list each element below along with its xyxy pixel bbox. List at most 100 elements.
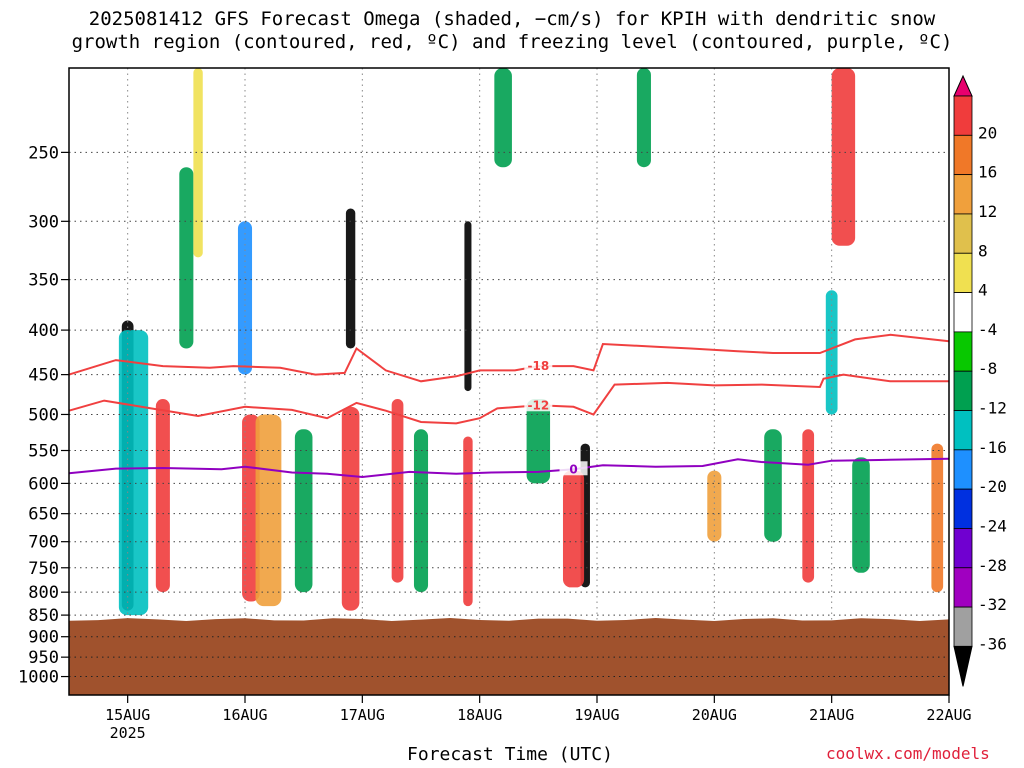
y-tick-label-650: 650 xyxy=(28,505,59,525)
contour-label-bg-1 xyxy=(524,397,553,412)
colorbar-swatch-14 xyxy=(953,606,973,647)
omega-cell-21 xyxy=(764,429,782,542)
colorbar-label-5: -4 xyxy=(978,320,997,339)
contour-line-1 xyxy=(68,373,949,425)
x-tick-label-17AUG: 17AUG xyxy=(340,706,385,724)
colorbar-swatch-9 xyxy=(953,410,973,451)
y-tick-label-450: 450 xyxy=(28,366,59,386)
credit-text: coolwx.com/models xyxy=(826,744,990,763)
y-tick-label-300: 300 xyxy=(28,212,59,232)
y-tick-label-550: 550 xyxy=(28,442,59,462)
omega-cell-3 xyxy=(179,167,194,349)
x-tick-label-20AUG: 20AUG xyxy=(692,706,737,724)
colorbar-label-3: 8 xyxy=(978,241,988,260)
omega-cell-15 xyxy=(494,68,512,168)
colorbar-label-1: 16 xyxy=(978,163,997,182)
colorbar-swatch-13 xyxy=(953,567,973,608)
colorbar-swatch-7 xyxy=(953,331,973,372)
colorbar-label-4: 4 xyxy=(978,281,988,300)
colorbar-swatch-12 xyxy=(953,528,973,569)
colorbar-label-8: -16 xyxy=(978,438,1007,457)
contour-line-2 xyxy=(68,457,950,479)
omega-cell-22 xyxy=(802,429,815,583)
x-tick-label-16AUG: 16AUG xyxy=(222,706,267,724)
contour-label-0: -18 xyxy=(527,359,549,373)
colorbar-arrow-top xyxy=(953,74,973,97)
colorbar-swatch-11 xyxy=(953,488,973,529)
x-axis: 15AUG 16AUG 17AUG 18AUG 19AUG 20AUG 21AUG 22AUG… xyxy=(105,695,972,742)
colorbar-swatch-8 xyxy=(953,370,973,411)
chart-title-line-1: 2025081412 GFS Forecast Omega (shaded, −… xyxy=(88,8,936,30)
colorbar-label-12: -32 xyxy=(978,595,1007,614)
contour-line-0 xyxy=(68,333,950,383)
x-tick-label-22AUG: 22AUG xyxy=(926,706,971,724)
contour-label-2: 0 xyxy=(569,462,577,476)
plot-frame xyxy=(68,67,950,696)
x-tick-label-18AUG: 18AUG xyxy=(457,706,502,724)
contour-label-bg-2 xyxy=(559,461,588,476)
x-tick-label-21AUG: 21AUG xyxy=(809,706,854,724)
colorbar: 20 16 12 8 4 -4 -8 -12 -16 -20 -24 -28 -32 -36 xyxy=(953,74,1007,687)
omega-cell-25 xyxy=(852,457,870,573)
omega-cell-8 xyxy=(294,429,313,593)
colorbar-swatch-6 xyxy=(953,292,973,333)
omega-cell-7 xyxy=(255,414,282,607)
omega-cell-18 xyxy=(562,470,585,588)
omega-cell-1 xyxy=(118,330,149,616)
colorbar-label-2: 12 xyxy=(978,202,997,221)
colorbar-label-11: -28 xyxy=(978,556,1007,575)
colorbar-label-0: 20 xyxy=(978,123,997,142)
colorbar-label-10: -24 xyxy=(978,516,1007,535)
omega-cell-13 xyxy=(464,221,472,392)
omega-cell-16 xyxy=(526,399,551,484)
y-tick-label-400: 400 xyxy=(28,321,59,341)
y-tick-label-900: 900 xyxy=(28,628,59,648)
colorbar-label-7: -12 xyxy=(978,399,1007,418)
omega-cell-24 xyxy=(825,290,838,415)
y-tick-label-350: 350 xyxy=(28,271,59,291)
omega-cell-23 xyxy=(831,68,856,246)
colorbar-swatch-5 xyxy=(953,252,973,293)
y-tick-label-750: 750 xyxy=(28,559,59,579)
omega-cell-20 xyxy=(707,470,722,542)
x-tick-label-19AUG: 19AUG xyxy=(574,706,619,724)
contour-lines: -18 -12 0 xyxy=(68,333,950,479)
colorbar-swatch-1 xyxy=(953,95,973,136)
terrain-fill xyxy=(69,618,949,695)
omega-cell-6 xyxy=(242,414,260,602)
omega-cell-12 xyxy=(413,429,429,593)
x-year-label: 2025 xyxy=(110,724,146,742)
omega-cell-9 xyxy=(345,208,356,349)
y-tick-label-850: 850 xyxy=(28,606,59,626)
colorbar-label-9: -20 xyxy=(978,477,1007,496)
colorbar-swatch-2 xyxy=(953,134,973,176)
y-tick-label-700: 700 xyxy=(28,533,59,553)
omega-cell-5 xyxy=(237,221,253,375)
terrain-layer xyxy=(69,618,949,695)
y-tick-label-950: 950 xyxy=(28,648,59,668)
y-tick-label-600: 600 xyxy=(28,474,59,494)
y-tick-label-250: 250 xyxy=(28,143,59,163)
y-axis: 2503003504004505005506006507007508008509… xyxy=(18,143,69,688)
omega-cell-26 xyxy=(931,443,944,593)
contour-label-bg-0 xyxy=(524,358,553,373)
colorbar-arrow-bottom xyxy=(953,645,973,687)
omega-cell-4 xyxy=(193,68,203,258)
contour-label-1: -12 xyxy=(527,398,549,412)
omega-cell-14 xyxy=(463,436,473,607)
chart-title-line-2: growth region (contoured, red, ºC) and f… xyxy=(71,31,953,53)
omega-cell-10 xyxy=(341,406,360,611)
y-tick-label-1000: 1000 xyxy=(18,668,59,688)
x-axis-title: Forecast Time (UTC) xyxy=(407,744,613,765)
omega-cell-11 xyxy=(391,399,404,583)
omega-cell-2 xyxy=(155,399,170,593)
y-tick-label-500: 500 xyxy=(28,405,59,425)
colorbar-label-6: -8 xyxy=(978,359,997,378)
colorbar-swatch-4 xyxy=(953,213,973,254)
chart-title: 2025081412 GFS Forecast Omega (shaded, −… xyxy=(0,8,1024,54)
omega-shading xyxy=(118,68,944,616)
colorbar-label-13: -36 xyxy=(978,634,1007,653)
colorbar-swatch-3 xyxy=(953,174,973,215)
y-tick-label-800: 800 xyxy=(28,583,59,603)
